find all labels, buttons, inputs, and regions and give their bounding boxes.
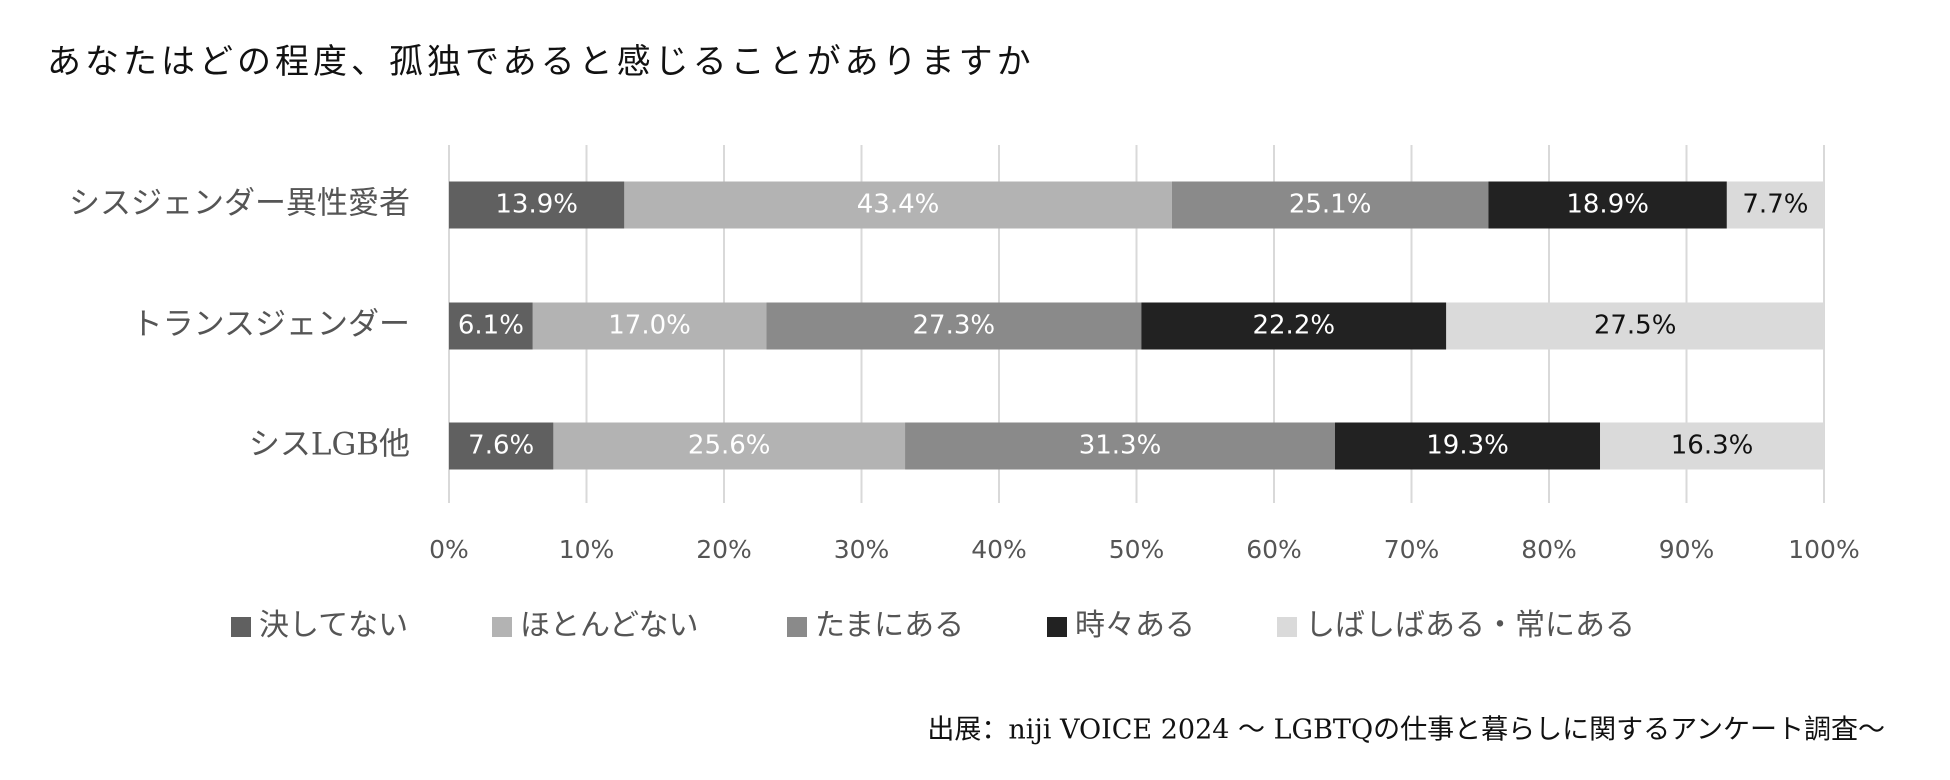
x-tick-label: 60% xyxy=(1246,535,1302,564)
legend-swatch xyxy=(1277,617,1297,637)
value-label: 25.1% xyxy=(1289,190,1372,220)
bar-segment xyxy=(449,302,533,350)
value-label: 13.9% xyxy=(495,190,578,220)
x-tick-label: 30% xyxy=(834,535,890,564)
legend-swatch xyxy=(787,617,807,637)
legend-swatch xyxy=(231,617,251,637)
bar-segment xyxy=(553,422,906,470)
value-label: 6.1% xyxy=(458,311,524,341)
value-label: 19.3% xyxy=(1426,431,1509,461)
x-tick-label: 0% xyxy=(429,535,469,564)
value-label: 27.3% xyxy=(913,311,996,341)
legend-swatch xyxy=(1047,617,1067,637)
bar-segment xyxy=(624,181,1172,229)
bar-segment xyxy=(1600,422,1824,470)
bar-segment xyxy=(1141,302,1447,350)
x-tick-label: 80% xyxy=(1521,535,1577,564)
bar-segment xyxy=(1171,181,1489,229)
bar-segment xyxy=(1726,181,1824,229)
bar-segment xyxy=(766,302,1142,350)
legend-label: ほとんどない xyxy=(520,608,699,643)
legend-swatch xyxy=(492,617,512,637)
x-tick-label: 20% xyxy=(696,535,752,564)
value-label: 27.5% xyxy=(1594,311,1677,341)
value-label: 18.9% xyxy=(1566,190,1649,220)
category-label: シスLGB他 xyxy=(249,427,410,463)
x-tick-label: 50% xyxy=(1109,535,1165,564)
source-note: 出展：niji VOICE 2024 〜 LGBTQの仕事と暮らしに関するアンケ… xyxy=(927,715,1885,746)
x-tick-label: 100% xyxy=(1788,535,1859,564)
bar-segment xyxy=(449,422,554,470)
legend-label: 決してない xyxy=(259,608,408,643)
category-label: トランスジェンダー xyxy=(132,307,410,343)
category-label: シスジェンダー異性愛者 xyxy=(69,186,410,222)
x-tick-label: 10% xyxy=(559,535,615,564)
legend-label: しばしばある・常にある xyxy=(1305,608,1635,643)
legend-label: 時々ある xyxy=(1075,608,1195,643)
value-label: 16.3% xyxy=(1671,431,1754,461)
value-label: 25.6% xyxy=(688,431,771,461)
bar-segment xyxy=(449,181,625,229)
value-label: 22.2% xyxy=(1252,311,1335,341)
value-label: 7.7% xyxy=(1742,190,1808,220)
value-label: 7.6% xyxy=(468,431,534,461)
bar-segment xyxy=(1446,302,1824,350)
x-tick-label: 90% xyxy=(1659,535,1715,564)
bar-segment xyxy=(1488,181,1727,229)
chart-title: あなたはどの程度、孤独であると感じることがありますか xyxy=(47,42,1035,82)
legend-label: たまにある xyxy=(815,608,964,643)
bar-segment xyxy=(905,422,1335,470)
value-label: 31.3% xyxy=(1079,431,1162,461)
value-label: 17.0% xyxy=(608,311,691,341)
x-tick-label: 40% xyxy=(971,535,1027,564)
value-label: 43.4% xyxy=(857,190,940,220)
bar-segment xyxy=(532,302,767,350)
bar-segment xyxy=(1334,422,1601,470)
x-tick-label: 70% xyxy=(1384,535,1440,564)
